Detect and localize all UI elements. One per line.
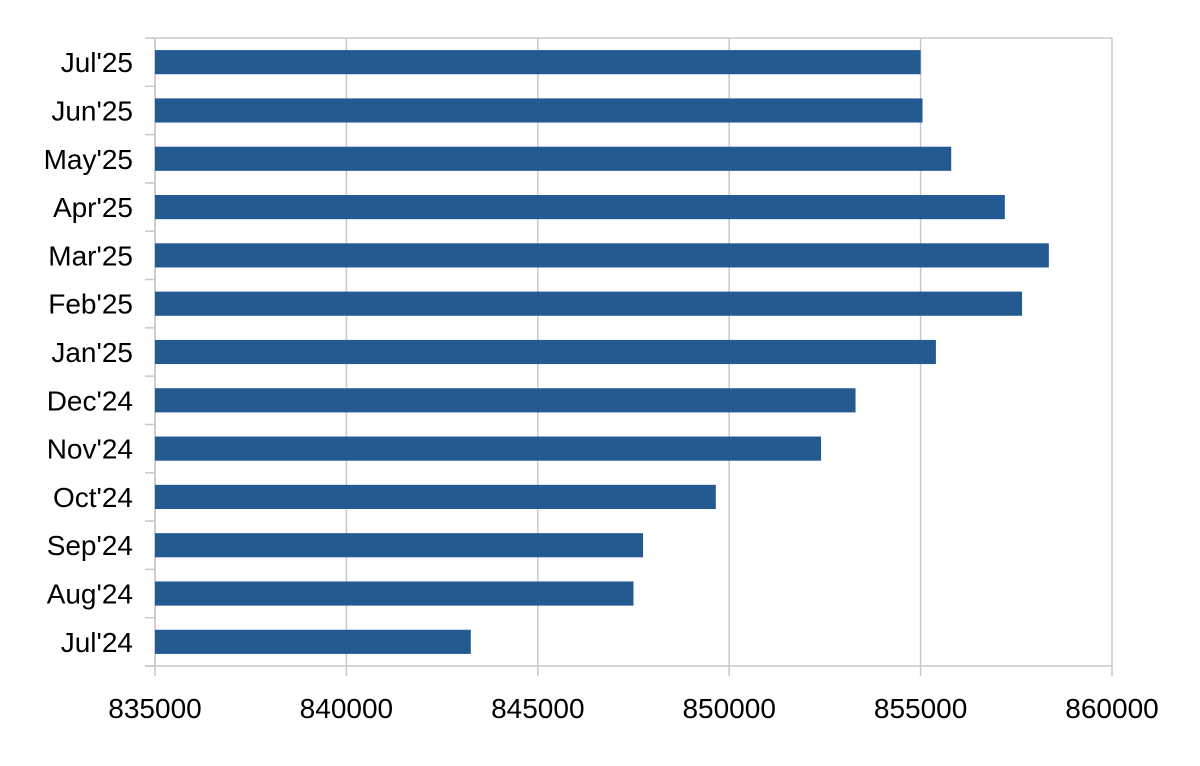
bar-8 xyxy=(155,243,1049,268)
category-label-6: Jan'25 xyxy=(51,337,133,368)
category-label-10: May'25 xyxy=(44,144,133,175)
bars xyxy=(155,50,1049,654)
category-label-0: Jul'24 xyxy=(61,627,133,658)
category-label-4: Nov'24 xyxy=(47,434,133,465)
x-tick-label-0: 835000 xyxy=(108,693,201,724)
bar-7 xyxy=(155,291,1023,316)
bar-11 xyxy=(155,98,923,123)
bar-1 xyxy=(155,581,634,606)
category-label-9: Apr'25 xyxy=(53,192,133,223)
bar-4 xyxy=(155,436,822,461)
category-label-7: Feb'25 xyxy=(48,289,133,320)
category-label-5: Dec'24 xyxy=(47,385,133,416)
category-label-12: Jul'25 xyxy=(61,47,133,78)
category-label-2: Sep'24 xyxy=(47,530,133,561)
x-tick-label-3: 850000 xyxy=(682,693,775,724)
bar-12 xyxy=(155,50,921,75)
x-tick-label-4: 855000 xyxy=(874,693,967,724)
bar-3 xyxy=(155,484,716,509)
category-label-11: Jun'25 xyxy=(51,95,133,126)
bar-9 xyxy=(155,195,1005,220)
x-axis-tick-labels: 835000 840000 845000 850000 855000 860000 xyxy=(108,693,1158,724)
category-label-8: Mar'25 xyxy=(48,240,133,271)
category-labels: Jul'24 Aug'24 Sep'24 Oct'24 Nov'24 Dec'24 Jan'… xyxy=(44,47,133,658)
bar-2 xyxy=(155,533,644,558)
x-tick-label-5: 860000 xyxy=(1065,693,1158,724)
category-label-3: Oct'24 xyxy=(53,482,133,513)
bar-0 xyxy=(155,629,471,654)
bar-10 xyxy=(155,146,952,171)
x-tick-label-2: 845000 xyxy=(491,693,584,724)
bar-5 xyxy=(155,388,856,413)
bar-6 xyxy=(155,339,936,365)
x-tick-label-1: 840000 xyxy=(300,693,393,724)
category-label-1: Aug'24 xyxy=(47,579,133,610)
